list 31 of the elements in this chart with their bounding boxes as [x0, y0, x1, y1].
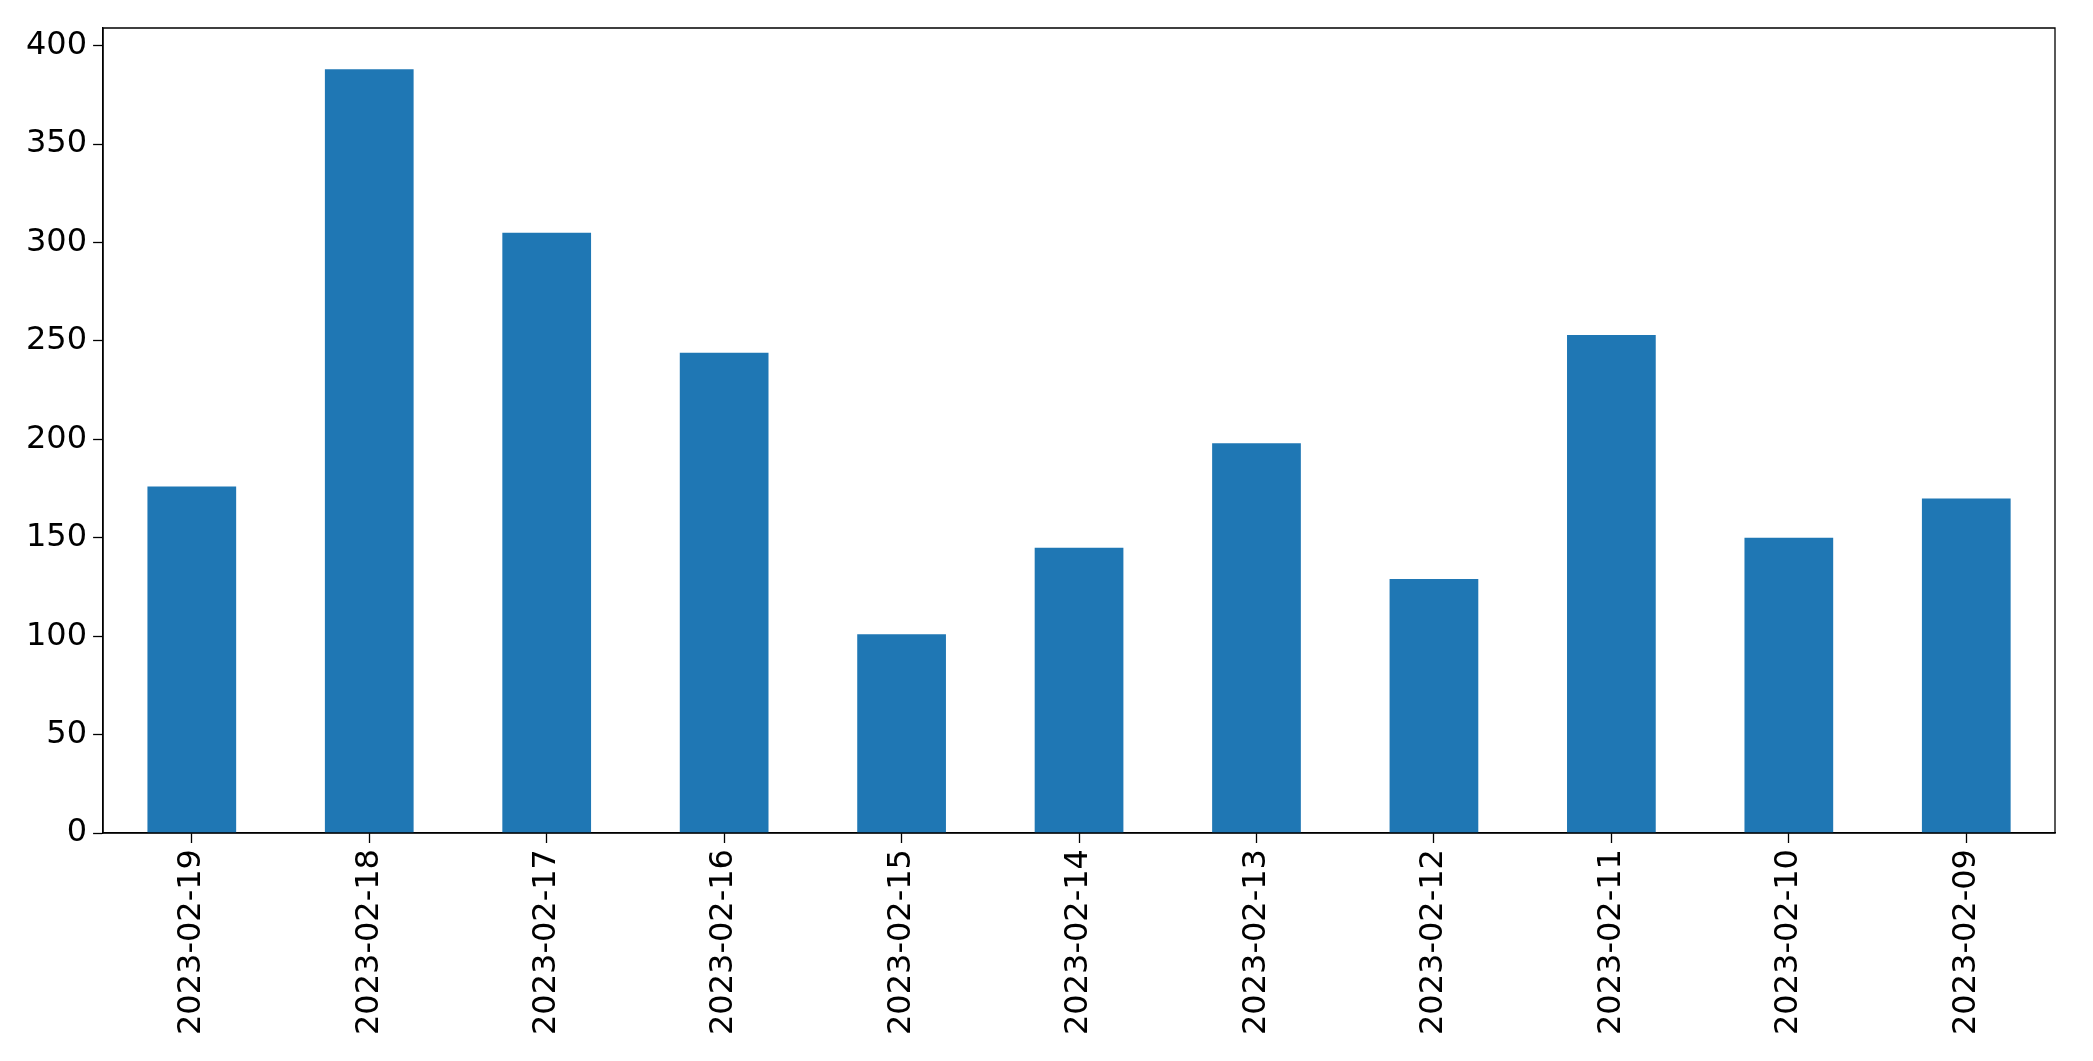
y-tick-label: 200 — [26, 417, 88, 456]
y-tick-label: 350 — [26, 122, 88, 161]
x-tick-label: 2023-02-18 — [347, 849, 386, 1035]
x-tick-label: 2023-02-12 — [1412, 849, 1451, 1035]
y-tick-label: 300 — [26, 220, 88, 259]
x-tick-label: 2023-02-10 — [1767, 849, 1806, 1035]
bar — [1212, 443, 1301, 833]
bar — [1921, 498, 2011, 833]
y-tick-label: 50 — [46, 712, 88, 751]
bar — [857, 634, 946, 833]
x-tick-label: 2023-02-19 — [170, 849, 209, 1035]
y-tick-label: 250 — [26, 319, 88, 358]
bar — [1744, 537, 1834, 833]
bar — [1034, 547, 1124, 833]
y-tick-label: 0 — [66, 811, 88, 850]
bar — [324, 69, 414, 833]
bar — [147, 486, 237, 833]
x-tick-label: 2023-02-09 — [1944, 849, 1983, 1035]
bar — [502, 232, 592, 833]
x-tick-label: 2023-02-15 — [879, 849, 918, 1035]
bar — [679, 352, 769, 833]
x-tick-label: 2023-02-17 — [525, 849, 564, 1035]
x-tick-label: 2023-02-13 — [1234, 849, 1273, 1035]
y-tick-label: 100 — [26, 614, 88, 653]
y-tick-label: 400 — [26, 24, 88, 63]
x-tick-label: 2023-02-11 — [1589, 849, 1628, 1035]
bar — [1389, 579, 1479, 833]
x-tick-label: 2023-02-16 — [702, 849, 741, 1035]
y-tick-label: 150 — [26, 516, 88, 555]
x-tick-label: 2023-02-14 — [1057, 849, 1096, 1035]
bar — [1567, 335, 1656, 833]
